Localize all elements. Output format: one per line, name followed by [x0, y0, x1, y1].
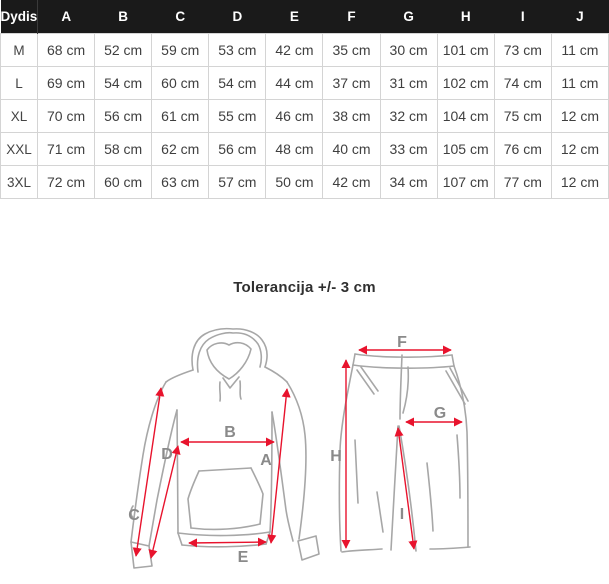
- label-e: E: [238, 549, 249, 566]
- measurement-diagram: B D A C E: [0, 320, 609, 584]
- table-row-xxl: XXL 71 cm 58 cm 62 cm 56 cm 48 cm 40 cm …: [0, 132, 609, 166]
- label-f: F: [397, 334, 407, 351]
- arrow-e: [188, 537, 267, 548]
- measurement-cell: 69 cm: [36, 66, 96, 100]
- size-chart-header-row: Dydis A B C D E F G H I J: [0, 0, 609, 34]
- measurement-cell: 107 cm: [436, 165, 495, 199]
- measurement-cell: 60 cm: [151, 66, 210, 100]
- measurement-cell: 74 cm: [493, 66, 552, 100]
- size-label: L: [0, 66, 38, 100]
- measurement-cell: 58 cm: [94, 132, 153, 166]
- column-header-c: C: [151, 0, 209, 34]
- column-header-e: E: [265, 0, 323, 34]
- table-row-m: M 68 cm 52 cm 59 cm 53 cm 42 cm 35 cm 30…: [0, 33, 609, 67]
- column-header-j: J: [551, 0, 609, 34]
- measurement-cell: 63 cm: [151, 165, 210, 199]
- measurement-cell: 46 cm: [265, 99, 324, 133]
- column-header-b: B: [94, 0, 152, 34]
- measurement-cell: 32 cm: [379, 99, 438, 133]
- arrow-i: [394, 427, 418, 550]
- column-header-h: H: [437, 0, 495, 34]
- measurement-cell: 42 cm: [322, 165, 381, 199]
- label-h: H: [330, 448, 342, 465]
- label-i: I: [400, 506, 404, 523]
- measurement-cell: 54 cm: [208, 66, 267, 100]
- measurement-cell: 48 cm: [265, 132, 324, 166]
- arrow-a: [267, 388, 291, 544]
- measurement-cell: 102 cm: [436, 66, 495, 100]
- measurement-cell: 104 cm: [436, 99, 495, 133]
- column-header-dydis: Dydis: [0, 0, 38, 34]
- table-row-l: L 69 cm 54 cm 60 cm 54 cm 44 cm 37 cm 31…: [0, 66, 609, 100]
- measurement-cell: 71 cm: [36, 132, 96, 166]
- table-row-3xl: 3XL 72 cm 60 cm 63 cm 57 cm 50 cm 42 cm …: [0, 165, 609, 199]
- measurement-cell: 33 cm: [379, 132, 438, 166]
- measurement-cell: 11 cm: [550, 33, 609, 67]
- column-header-f: F: [322, 0, 381, 34]
- measurement-cell: 37 cm: [322, 66, 381, 100]
- label-a: A: [260, 452, 272, 469]
- column-header-i: I: [494, 0, 552, 34]
- size-label: XL: [0, 99, 38, 133]
- measurement-cell: 62 cm: [151, 132, 210, 166]
- measurement-cell: 12 cm: [550, 99, 609, 133]
- column-header-g: G: [380, 0, 438, 34]
- measurement-cell: 38 cm: [322, 99, 381, 133]
- measurement-cell: 34 cm: [379, 165, 438, 199]
- measurement-cell: 35 cm: [322, 33, 381, 67]
- measurement-cell: 31 cm: [379, 66, 438, 100]
- measurement-cell: 72 cm: [36, 165, 96, 199]
- measurement-cell: 11 cm: [550, 66, 609, 100]
- size-label: XXL: [0, 132, 38, 166]
- column-header-d: D: [208, 0, 266, 34]
- table-row-xl: XL 70 cm 56 cm 61 cm 55 cm 46 cm 38 cm 3…: [0, 99, 609, 133]
- arrow-d: [148, 445, 181, 559]
- tolerance-note: Tolerancija +/- 3 cm: [233, 279, 376, 296]
- measurement-cell: 44 cm: [265, 66, 324, 100]
- size-label: M: [0, 33, 38, 67]
- measurement-cell: 76 cm: [493, 132, 552, 166]
- measurement-cell: 12 cm: [550, 132, 609, 166]
- size-chart-table: Dydis A B C D E F G H I J M 68 cm 52 cm …: [0, 0, 609, 199]
- measurement-cell: 70 cm: [36, 99, 96, 133]
- measurement-cell: 61 cm: [151, 99, 210, 133]
- label-g: G: [434, 405, 446, 422]
- measurement-cell: 52 cm: [94, 33, 153, 67]
- label-d: D: [161, 446, 173, 463]
- measurement-cell: 40 cm: [322, 132, 381, 166]
- measurement-cell: 60 cm: [94, 165, 153, 199]
- label-b: B: [224, 424, 236, 441]
- measurement-cell: 53 cm: [208, 33, 267, 67]
- pants-drawing: F G H I: [330, 334, 471, 553]
- label-c: C: [128, 507, 140, 524]
- measurement-cell: 56 cm: [94, 99, 153, 133]
- column-header-a: A: [37, 0, 95, 34]
- measurement-cell: 77 cm: [493, 165, 552, 199]
- measurement-cell: 59 cm: [151, 33, 210, 67]
- measurement-cell: 57 cm: [208, 165, 267, 199]
- measurement-cell: 56 cm: [208, 132, 267, 166]
- measurement-cell: 68 cm: [36, 33, 96, 67]
- size-label: 3XL: [0, 165, 38, 199]
- measurement-cell: 75 cm: [493, 99, 552, 133]
- measurement-cell: 50 cm: [265, 165, 324, 199]
- hoodie-drawing: B D A C E: [128, 327, 320, 569]
- measurement-cell: 42 cm: [265, 33, 324, 67]
- measurement-cell: 105 cm: [436, 132, 495, 166]
- measurement-cell: 73 cm: [493, 33, 552, 67]
- measurement-cell: 12 cm: [550, 165, 609, 199]
- measurement-cell: 54 cm: [94, 66, 153, 100]
- garment-measurement-svg: B D A C E: [128, 327, 471, 569]
- measurement-cell: 30 cm: [379, 33, 438, 67]
- measurement-cell: 101 cm: [436, 33, 495, 67]
- measurement-cell: 55 cm: [208, 99, 267, 133]
